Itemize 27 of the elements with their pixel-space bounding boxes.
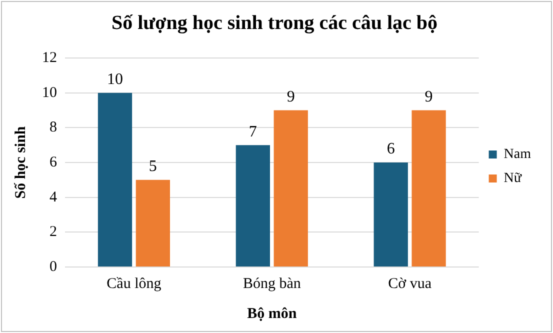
data-label: 6 — [386, 140, 395, 158]
data-label: 10 — [107, 71, 123, 88]
x-axis-title: Bộ môn — [247, 306, 298, 322]
x-tick-label: Bóng bàn — [242, 276, 302, 292]
y-tick-label: 8 — [50, 120, 57, 136]
data-label: 9 — [286, 88, 295, 106]
bar — [98, 92, 132, 266]
bar — [274, 110, 308, 266]
x-tick-label: Cờ vua — [388, 276, 432, 292]
y-tick-label: 10 — [42, 84, 57, 101]
data-label: 7 — [248, 123, 257, 140]
y-axis-title: Số học sinh — [12, 126, 29, 199]
x-tick-label: Cầu lông — [106, 276, 162, 292]
y-tick-label: 4 — [50, 189, 58, 206]
chart-title: Số lượng học sinh trong các câu lạc bộ — [111, 12, 438, 34]
y-tick-label: 2 — [50, 224, 57, 240]
data-label: 5 — [148, 158, 157, 176]
y-tick-label: 6 — [50, 154, 58, 170]
bar — [236, 145, 270, 266]
y-tick-label: 0 — [50, 258, 57, 275]
y-tick-label: 12 — [42, 50, 57, 66]
bar — [374, 162, 408, 266]
legend-label: Nam — [504, 147, 532, 162]
legend-label: Nữ — [504, 171, 522, 186]
bar — [412, 110, 446, 266]
bar — [136, 180, 170, 266]
data-label: 9 — [424, 88, 433, 106]
